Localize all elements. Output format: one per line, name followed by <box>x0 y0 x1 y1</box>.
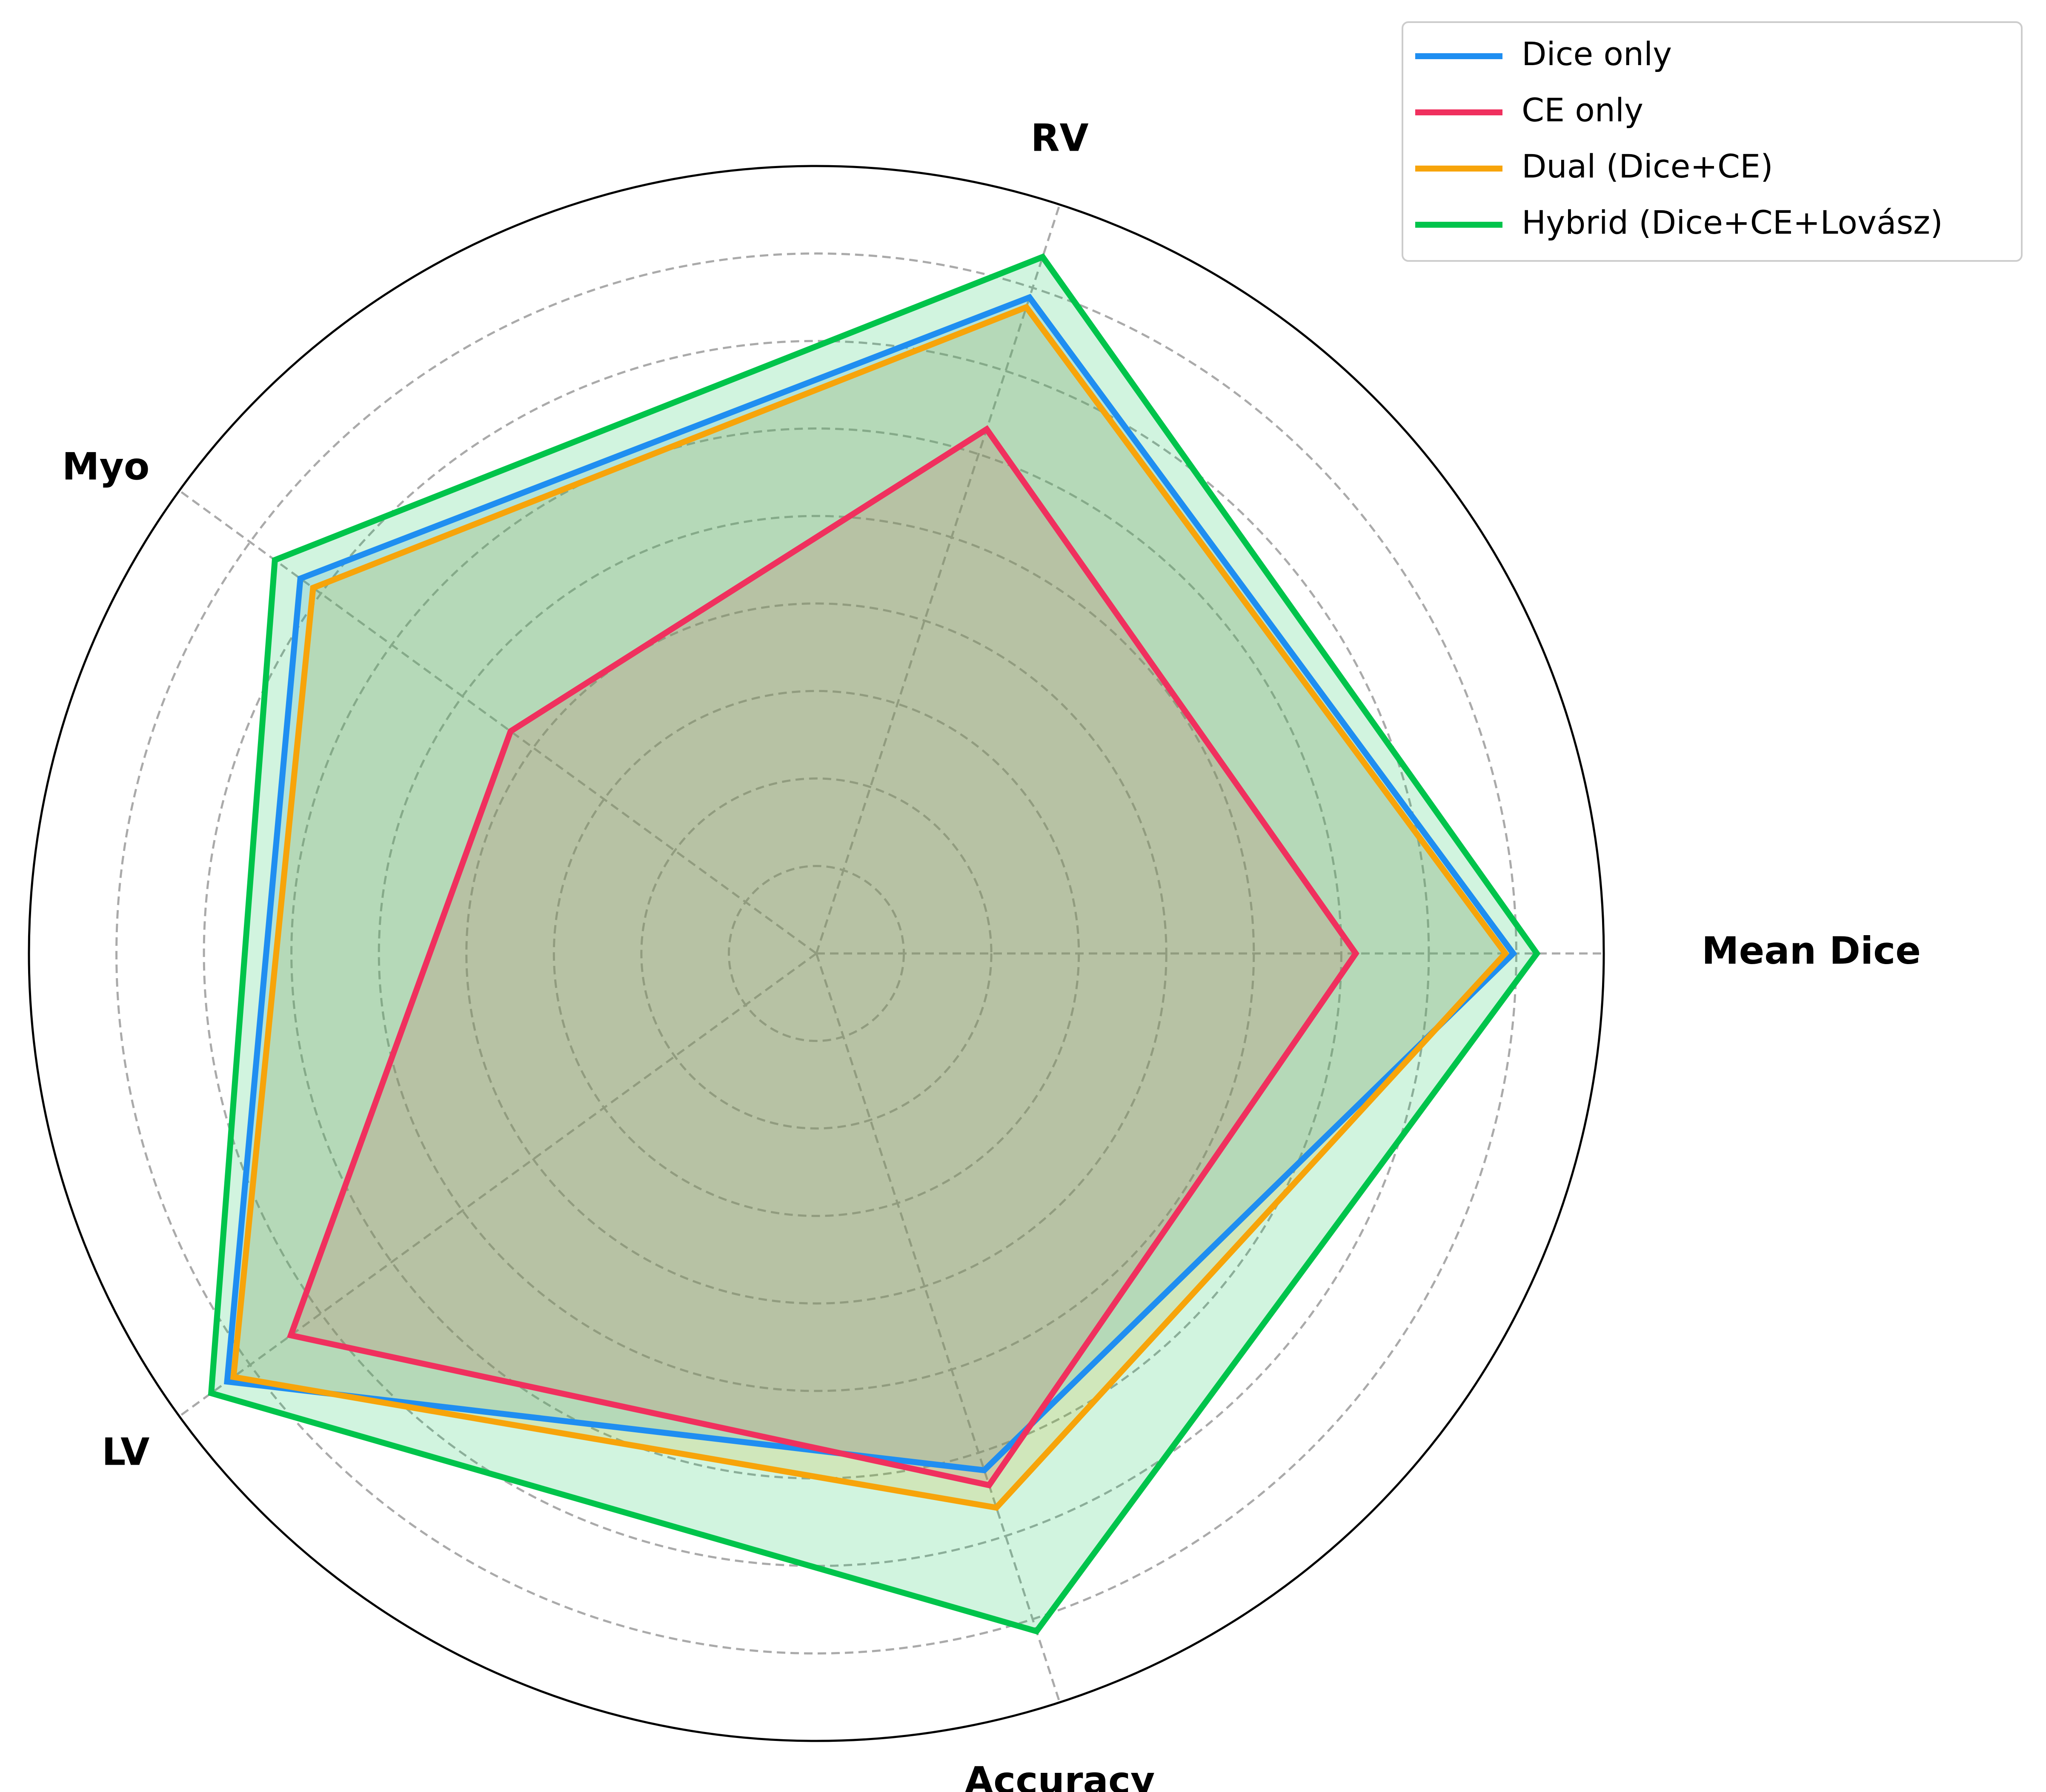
series-line-dice-only <box>224 294 1517 1474</box>
legend-box <box>1402 21 2023 262</box>
radar-outer-frame <box>28 165 1605 1742</box>
grid-ring <box>640 777 993 1130</box>
series-fill-dice-only <box>227 297 1514 1471</box>
legend-label: Dual (Dice+CE) <box>1522 147 1773 185</box>
legend: Dice only CE only Dual (Dice+CE) Hybrid (Di… <box>1402 21 2023 262</box>
series-fill-hybrid-dice-ce-lov-sz <box>211 257 1537 1632</box>
series-line-ce-only <box>286 425 1359 1489</box>
axis-label-myo: Myo <box>62 445 149 489</box>
series-line-dual-dice-ce <box>230 303 1509 1511</box>
series-line-hybrid-dice-ce-lov-sz <box>208 253 1541 1635</box>
series-lines <box>208 253 1541 1635</box>
grid-spoke <box>178 952 817 1417</box>
legend-label: Hybrid (Dice+CE+Lovász) <box>1522 203 1943 241</box>
grid-spoke <box>815 953 1061 1703</box>
axis-label-lv: LV <box>102 1430 149 1474</box>
axis-label-mean-dice: Mean Dice <box>1702 929 1921 973</box>
axis-label-accuracy: Accuracy <box>964 1758 1155 1792</box>
axis-labels: Mean Dice RV Myo LV Accuracy <box>62 116 1921 1792</box>
series-fill-ce-only <box>291 429 1356 1486</box>
grid-spoke <box>815 204 1061 954</box>
grid-ring <box>465 602 1168 1305</box>
series-fills <box>211 257 1537 1632</box>
legend-label: CE only <box>1522 91 1643 129</box>
axis-label-rv: RV <box>1031 116 1089 160</box>
legend-label: Dice only <box>1522 35 1672 73</box>
series-fill-dual-dice-ce <box>233 307 1505 1508</box>
grid-spoke <box>178 490 817 955</box>
